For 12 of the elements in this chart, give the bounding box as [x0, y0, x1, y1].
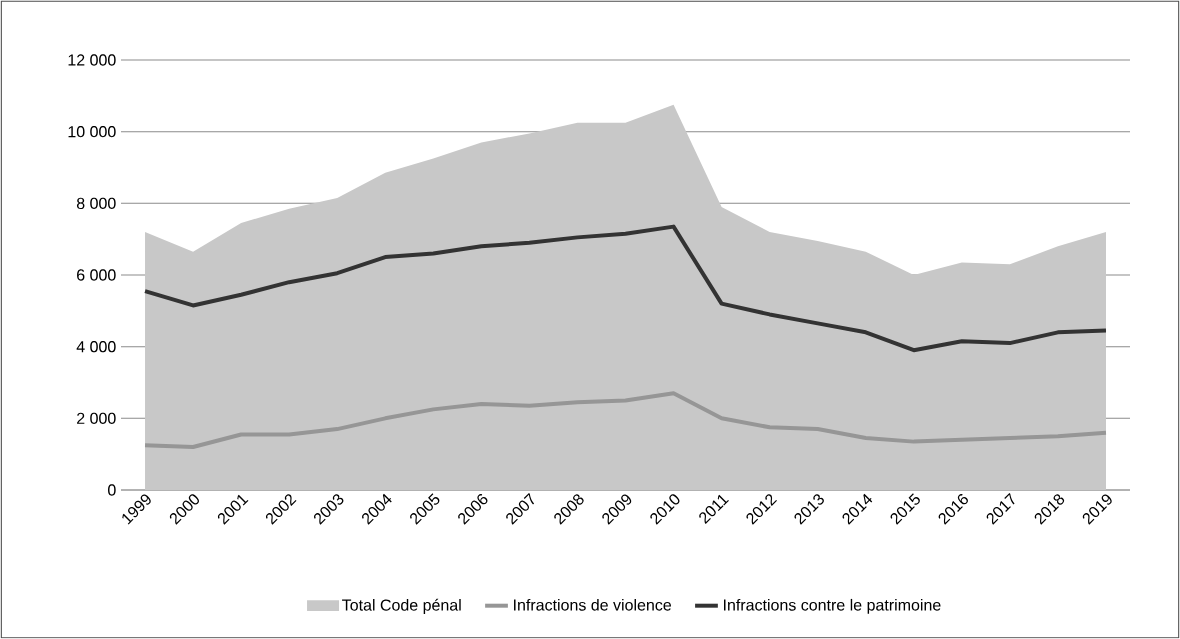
line-series [143, 224, 1108, 353]
y-tick-label: 10 000 [68, 126, 116, 138]
y-tick-label: 4 000 [76, 341, 116, 353]
legend-label: Total Code pénal [342, 598, 461, 614]
y-tick-label: 8 000 [76, 197, 116, 209]
y-tick-label: 6 000 [77, 269, 116, 281]
line-series [143, 391, 1108, 449]
y-tick-label: 0 [108, 484, 116, 496]
y-tick-label: 2 000 [77, 412, 116, 424]
legend-label: Infractions contre le patrimoine [724, 598, 941, 614]
y-tick-label: 12 000 [68, 54, 116, 66]
legend-label: Infractions de violence [514, 598, 672, 611]
